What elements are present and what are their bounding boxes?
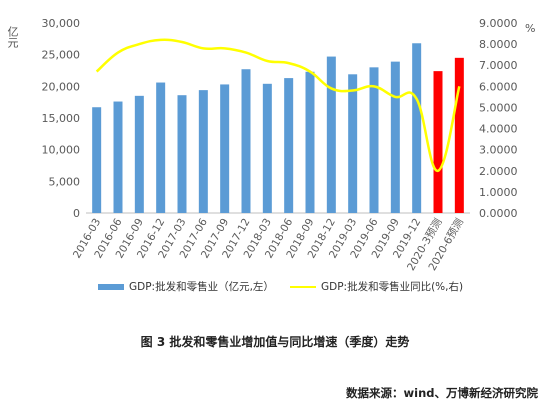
bar (305, 71, 315, 214)
bar (134, 95, 144, 213)
bar (241, 69, 251, 213)
right-tick-label: 4.0000 (479, 123, 518, 136)
bar (348, 74, 358, 213)
bar (220, 84, 230, 213)
bar (284, 78, 294, 213)
right-tick-label: 8.0000 (479, 38, 518, 51)
left-axis-ticks: 0 5,000 10,000 15,000 20,000 25,000 30,000 (42, 17, 81, 220)
legend-bar-label: GDP:批发和零售业（亿元,左） (129, 281, 274, 293)
right-tick-label: 1.0000 (479, 186, 518, 199)
x-axis-labels: 2016-032016-062016-092016-122017-032017-… (71, 216, 466, 273)
left-tick-label: 15,000 (42, 112, 81, 125)
left-tick-label: 0 (73, 207, 80, 220)
bar (113, 101, 123, 213)
bar (369, 67, 379, 213)
legend-bar-swatch (98, 283, 124, 290)
bar (92, 107, 102, 213)
right-tick-label: 5.0000 (479, 101, 518, 114)
data-source: 数据来源：wind、万博新经济研究院 (346, 386, 538, 400)
right-tick-label: 7.0000 (479, 59, 518, 72)
right-tick-label: 9.0000 (479, 17, 518, 30)
bar (390, 61, 400, 214)
bar (156, 82, 166, 214)
bar-forecast (454, 57, 464, 214)
right-tick-label: 6.0000 (479, 80, 518, 93)
right-tick-label: 3.0000 (479, 144, 518, 157)
bar (198, 90, 208, 213)
legend-item-bars: GDP:批发和零售业（亿元,左） (98, 279, 274, 294)
bar-forecast (433, 71, 443, 213)
figure-caption: 图 3 批发和零售业增加值与同比增速（季度）走势 (140, 335, 410, 349)
right-axis-ticks: 0.0000 1.0000 2.0000 3.0000 4.0000 5.0000 6.00… (479, 17, 518, 220)
left-tick-label: 10,000 (42, 144, 81, 157)
bar (177, 95, 187, 213)
left-axis-unit: 亿元 (6, 26, 19, 48)
right-tick-label: 2.0000 (479, 165, 518, 178)
bar (326, 56, 336, 213)
legend-line-swatch (290, 285, 316, 288)
left-tick-label: 30,000 (42, 17, 81, 30)
left-tick-label: 5,000 (49, 175, 81, 188)
right-tick-label: 0.0000 (479, 207, 518, 220)
legend: GDP:批发和零售业（亿元,左） GDP:批发和零售业同比(%,右) (0, 279, 550, 297)
bar-series (92, 43, 464, 214)
left-tick-label: 20,000 (42, 80, 81, 93)
bar (262, 83, 272, 213)
left-tick-label: 25,000 (42, 49, 81, 62)
legend-line-label: GDP:批发和零售业同比(%,右) (321, 281, 464, 293)
right-axis-unit: % (525, 22, 536, 35)
chart-canvas: 0 5,000 10,000 15,000 20,000 25,000 30,000 0.0… (42, 17, 518, 273)
bar (412, 43, 422, 214)
legend-item-line: GDP:批发和零售业同比(%,右) (290, 279, 463, 294)
yoy-line-series (95, 38, 461, 173)
